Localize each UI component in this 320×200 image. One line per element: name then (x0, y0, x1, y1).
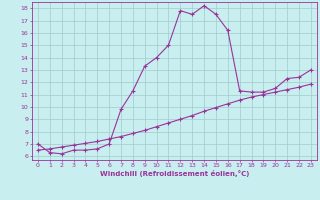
X-axis label: Windchill (Refroidissement éolien,°C): Windchill (Refroidissement éolien,°C) (100, 170, 249, 177)
